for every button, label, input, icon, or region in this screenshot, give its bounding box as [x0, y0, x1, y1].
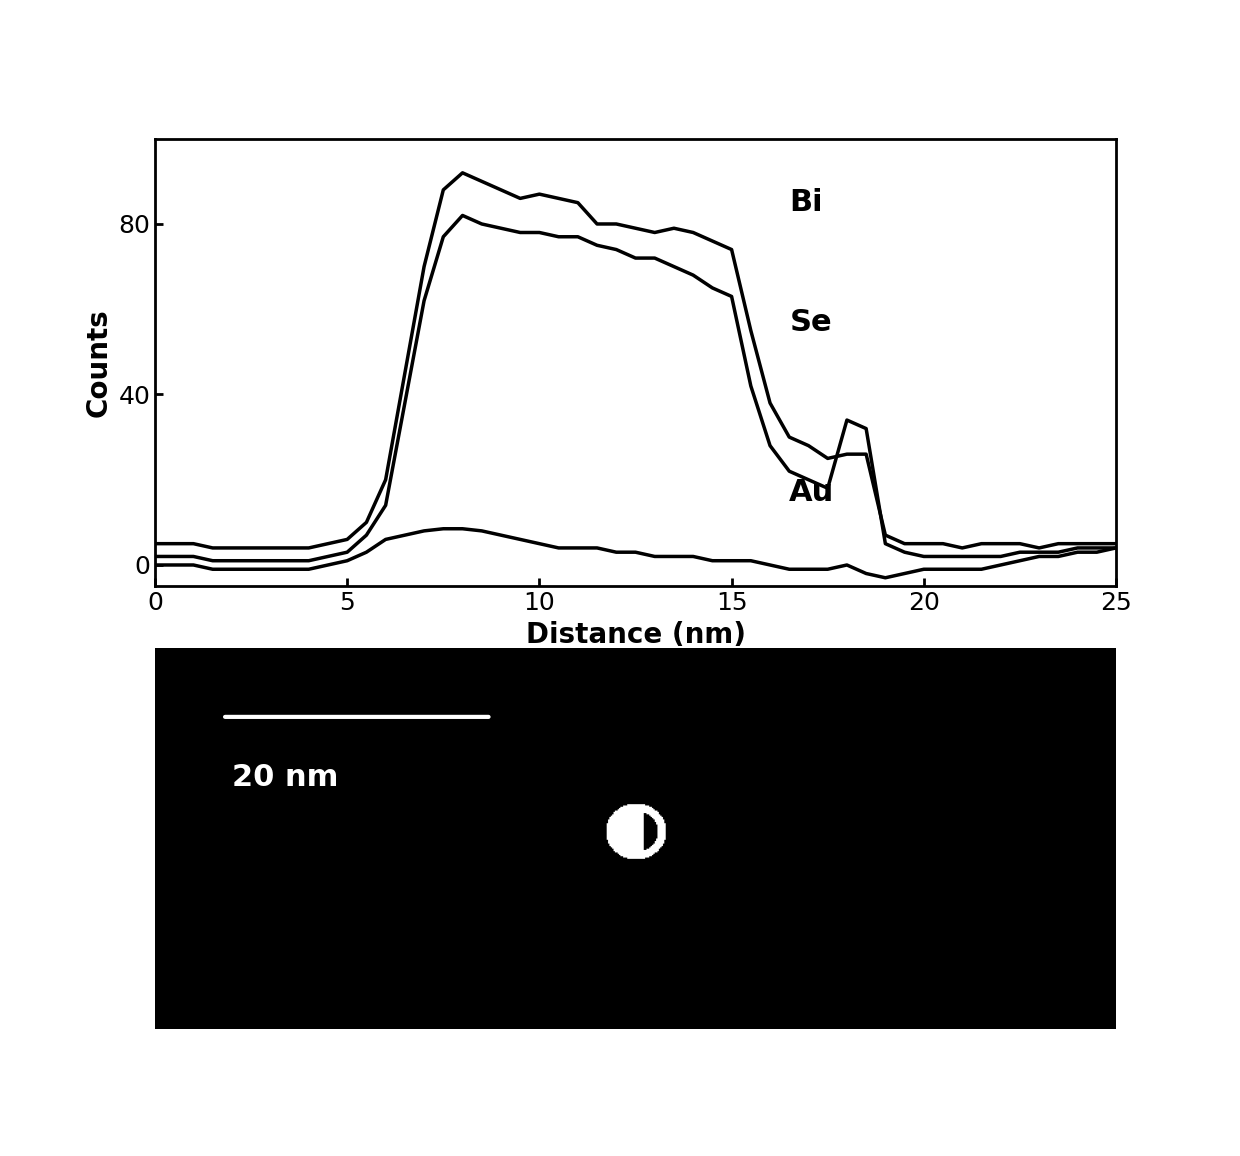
Text: Se: Se — [789, 307, 832, 336]
X-axis label: Distance (nm): Distance (nm) — [526, 621, 745, 649]
Y-axis label: Counts: Counts — [84, 309, 113, 417]
Text: 20 nm: 20 nm — [232, 763, 339, 792]
Text: Bi: Bi — [789, 188, 823, 217]
Text: Au: Au — [789, 479, 835, 507]
